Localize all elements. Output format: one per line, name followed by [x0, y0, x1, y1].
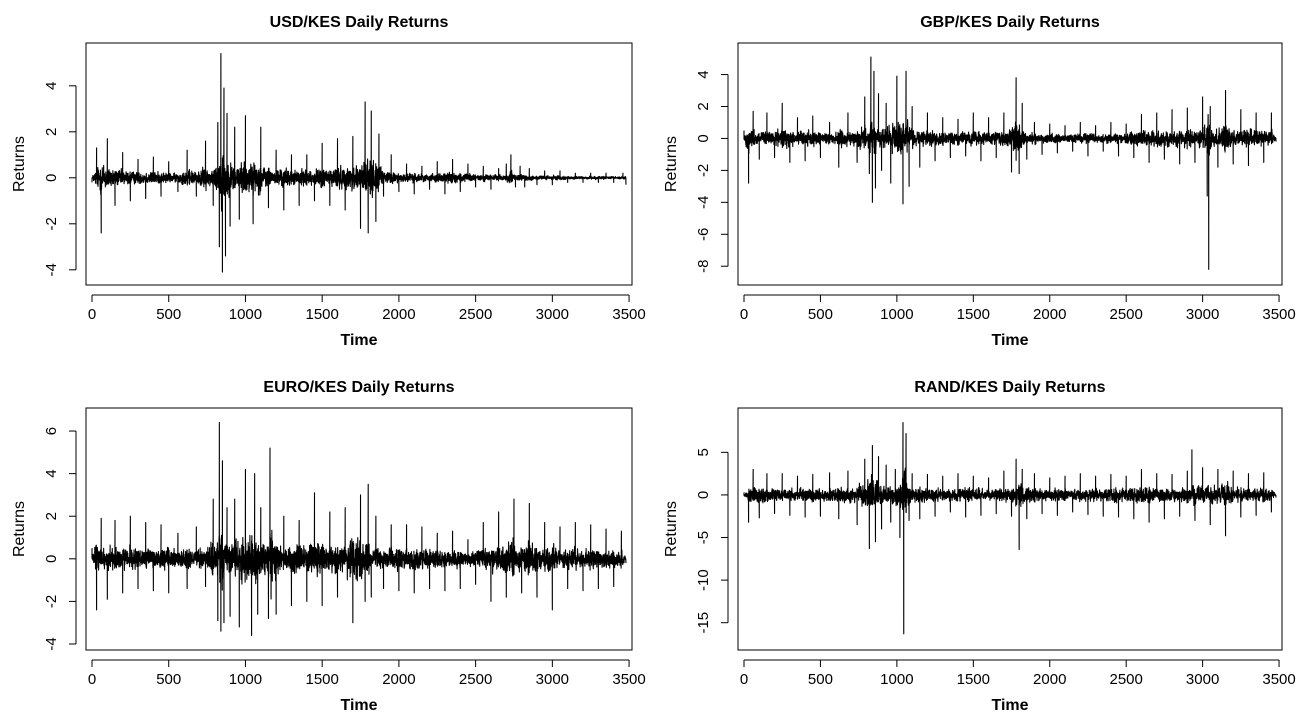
rand-kes-x-tick-label: 1500 — [957, 671, 990, 688]
gbp-kes-title: GBP/KES Daily Returns — [920, 14, 1100, 31]
euro-kes-x-tick-label: 2500 — [459, 671, 492, 688]
gbp-kes-y-tick-label: -6 — [695, 228, 712, 241]
rand-kes-x-tick-label: 2500 — [1109, 671, 1142, 688]
euro-kes-y-tick-label: -4 — [43, 637, 60, 650]
gbp-kes-plot-frame — [737, 42, 1283, 286]
rand-kes-returns-line — [743, 421, 1277, 635]
euro-kes-x-axis-label: Time — [340, 697, 377, 714]
gbp-kes-x-tick-label: 2500 — [1109, 306, 1142, 323]
rand-kes-y-tick-label: 0 — [695, 491, 712, 499]
gbp-kes-panel: GBP/KES Daily Returns 0 500 1000 1500 2000 250… — [663, 14, 1296, 349]
euro-kes-title: EURO/KES Daily Returns — [263, 379, 454, 396]
gbp-kes-x-tick-label: 0 — [740, 306, 748, 323]
rand-kes-x-axis-label: Time — [991, 697, 1028, 714]
usd-kes-x-tick-label: 500 — [156, 306, 181, 323]
euro-kes-y-tick-label: -2 — [43, 595, 60, 608]
euro-kes-y-tick-label: 4 — [43, 469, 60, 477]
rand-kes-panel: RAND/KES Daily Returns 0 500 1000 1500 2000 25… — [663, 379, 1296, 714]
rand-kes-y-axis-label: Returns — [663, 501, 680, 557]
usd-kes-x-tick-label: 1000 — [229, 306, 262, 323]
usd-kes-y-tick-label: 0 — [43, 174, 60, 182]
usd-kes-x-axis-label: Time — [340, 332, 377, 349]
usd-kes-y-tick-label: 4 — [43, 82, 60, 90]
gbp-kes-x-tick-label: 3500 — [1262, 306, 1295, 323]
usd-kes-x-tick-label: 1500 — [305, 306, 338, 323]
gbp-kes-y-tick-label: 4 — [695, 70, 712, 78]
rand-kes-x-tick-label: 2000 — [1033, 671, 1066, 688]
euro-kes-panel: EURO/KES Daily Returns 0 500 1000 1500 2000 25… — [11, 379, 646, 714]
euro-kes-plot-frame — [85, 407, 633, 651]
euro-kes-y-tick-label: 6 — [43, 427, 60, 435]
euro-kes-y-axis-label: Returns — [11, 501, 28, 557]
gbp-kes-returns-line — [743, 56, 1277, 270]
euro-kes-y-tick-label: 2 — [43, 512, 60, 520]
usd-kes-x-tick-label: 0 — [88, 306, 96, 323]
gbp-kes-y-axis-label: Returns — [663, 136, 680, 192]
rand-kes-y-tick-label: -15 — [695, 612, 712, 634]
usd-kes-panel: USD/KES Daily Returns 0 500 1000 1500 2000 250… — [11, 14, 646, 349]
rand-kes-x-tick-label: 0 — [740, 671, 748, 688]
euro-kes-x-tick-label: 500 — [156, 671, 181, 688]
rand-kes-x-tick-label: 3500 — [1262, 671, 1295, 688]
usd-kes-y-tick-label: 2 — [43, 128, 60, 136]
euro-kes-returns-line — [91, 421, 627, 637]
euro-kes-y-tick-label: 0 — [43, 555, 60, 563]
euro-kes-x-tick-label: 0 — [88, 671, 96, 688]
usd-kes-returns-line — [91, 53, 627, 273]
rand-kes-x-tick-label: 500 — [808, 671, 833, 688]
rand-kes-plot-frame — [737, 407, 1283, 651]
usd-kes-y-tick-label: -2 — [43, 217, 60, 230]
rand-kes-x-tick-label: 1000 — [880, 671, 913, 688]
usd-kes-x-tick-label: 3000 — [536, 306, 569, 323]
euro-kes-x-tick-label: 3500 — [612, 671, 645, 688]
usd-kes-x-tick-label: 2500 — [459, 306, 492, 323]
rand-kes-y-tick-label: -10 — [695, 569, 712, 591]
gbp-kes-y-tick-label: 0 — [695, 134, 712, 142]
euro-kes-x-tick-label: 2000 — [382, 671, 415, 688]
gbp-kes-x-axis-label: Time — [991, 332, 1028, 349]
rand-kes-title: RAND/KES Daily Returns — [914, 379, 1105, 396]
euro-kes-x-tick-label: 1000 — [229, 671, 262, 688]
rand-kes-y-tick-label: 5 — [695, 448, 712, 456]
rand-kes-x-tick-label: 3000 — [1186, 671, 1219, 688]
usd-kes-y-axis-label: Returns — [11, 136, 28, 192]
usd-kes-x-tick-label: 3500 — [612, 306, 645, 323]
gbp-kes-y-tick-label: -4 — [695, 196, 712, 209]
usd-kes-title: USD/KES Daily Returns — [270, 14, 449, 31]
gbp-kes-x-tick-label: 3000 — [1186, 306, 1219, 323]
gbp-kes-x-tick-label: 1000 — [880, 306, 913, 323]
euro-kes-x-tick-label: 1500 — [305, 671, 338, 688]
gbp-kes-x-tick-label: 500 — [808, 306, 833, 323]
usd-kes-plot-frame — [85, 42, 633, 286]
gbp-kes-y-tick-label: -2 — [695, 164, 712, 177]
gbp-kes-y-tick-label: -8 — [695, 260, 712, 273]
gbp-kes-x-tick-label: 2000 — [1033, 306, 1066, 323]
gbp-kes-y-tick-label: 2 — [695, 102, 712, 110]
rand-kes-y-tick-label: -5 — [695, 531, 712, 544]
usd-kes-y-tick-label: -4 — [43, 263, 60, 276]
euro-kes-x-tick-label: 3000 — [536, 671, 569, 688]
gbp-kes-x-tick-label: 1500 — [957, 306, 990, 323]
usd-kes-x-tick-label: 2000 — [382, 306, 415, 323]
